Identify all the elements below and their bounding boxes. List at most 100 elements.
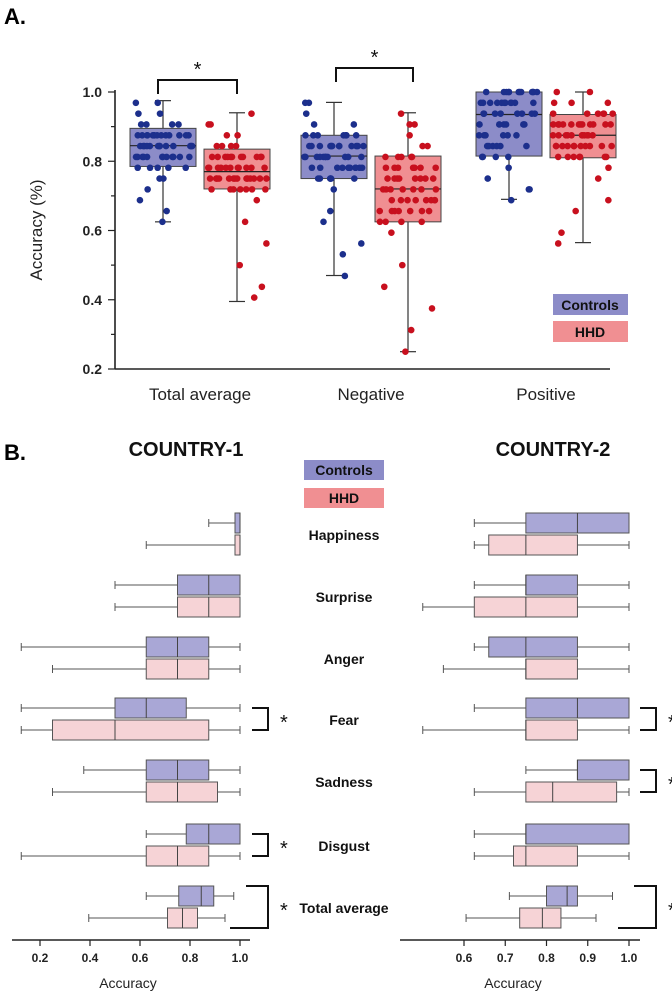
country-1-hhd-fear-box [52, 719, 210, 741]
hhd-total-average-point [236, 186, 244, 193]
hhd-negative-point [397, 196, 405, 204]
hhd-negative-point [432, 186, 440, 193]
panel-a-category-label: Negative [337, 385, 404, 404]
country-1-significance-star: * [280, 900, 288, 922]
hhd-negative-point [382, 164, 390, 172]
controls-negative-point [302, 131, 309, 139]
hhd-positive-point [572, 207, 579, 215]
hhd-total-average-point [234, 131, 241, 139]
hhd-positive-point [549, 121, 557, 128]
hhd-negative-point [411, 164, 418, 172]
hhd-total-average-point [208, 186, 215, 193]
panel-b-legend-controls-swatch [304, 460, 384, 480]
legend-hhd-swatch [553, 321, 628, 342]
hhd-negative-point [397, 110, 405, 117]
hhd-total-average-point [244, 175, 251, 182]
country-1-title: COUNTRY-1 [129, 439, 244, 461]
hhd-positive-point [568, 121, 575, 128]
hhd-positive-point [570, 153, 577, 161]
hhd-total-average-point [241, 218, 249, 226]
hhd-negative-point [424, 142, 431, 150]
controls-positive-point [504, 131, 511, 139]
controls-total-average-point [176, 153, 184, 161]
hhd-negative-point [425, 207, 433, 215]
country-1-controls-fear-box [114, 697, 187, 719]
hhd-negative-point [402, 348, 409, 355]
country-2-title: COUNTRY-2 [496, 439, 611, 461]
controls-total-average-point [186, 153, 193, 161]
country-2-hhd-happiness-box [488, 534, 578, 556]
hhd-total-average-point [257, 153, 264, 161]
controls-negative-point [316, 164, 324, 172]
controls-positive-point [497, 110, 504, 117]
controls-total-average-point [143, 131, 151, 139]
controls-total-average-point [144, 186, 151, 193]
country-2-significance-bracket [640, 769, 657, 793]
country-1-significance-bracket [230, 885, 269, 929]
controls-total-average-point [170, 142, 177, 150]
hhd-positive-point [576, 153, 583, 161]
country-2-hhd-disgust-box [513, 845, 578, 867]
country-2-xlabel: Accuracy [484, 975, 542, 991]
legend-hhd-label: HHD [575, 324, 605, 340]
controls-total-average-point [143, 121, 150, 128]
country-2-controls-total-average-box [546, 885, 578, 907]
hhd-total-average-point [243, 164, 250, 172]
controls-total-average-point [159, 218, 166, 226]
controls-total-average-point [146, 164, 154, 172]
controls-total-average-point [163, 207, 170, 215]
controls-positive-point [479, 153, 487, 161]
controls-negative-point [308, 142, 315, 150]
hhd-total-average-point [217, 164, 225, 172]
controls-negative-point [354, 142, 362, 150]
hhd-positive-point [554, 121, 562, 128]
controls-positive-point [533, 88, 541, 96]
country-1-xtick-label: 1.0 [232, 951, 249, 965]
hhd-negative-point [411, 121, 418, 128]
hhd-negative-point [399, 186, 407, 193]
controls-positive-point [530, 99, 537, 107]
country-1-significance-star: * [280, 838, 288, 860]
controls-positive-point [492, 153, 500, 161]
hhd-positive-point [552, 142, 560, 150]
hhd-positive-point [549, 110, 557, 117]
emotion-label-anger: Anger [324, 651, 365, 667]
hhd-total-average-point [228, 153, 236, 161]
controls-negative-point [301, 99, 309, 107]
hhd-negative-point [382, 186, 390, 193]
controls-positive-point [523, 142, 530, 150]
controls-positive-point [484, 175, 492, 182]
controls-positive-point [500, 88, 508, 96]
controls-negative-point [302, 110, 310, 117]
controls-positive-point [500, 99, 508, 107]
hhd-negative-point [419, 142, 426, 150]
controls-positive-point [528, 88, 536, 96]
hhd-total-average-point [227, 186, 234, 193]
controls-total-average-point [176, 131, 183, 139]
hhd-total-average-point [225, 175, 233, 182]
country-1-controls-total-average-box [178, 885, 215, 907]
country-1-controls-happiness-box [234, 512, 241, 534]
hhd-positive-point [564, 142, 571, 150]
emotion-label-total-average: Total average [299, 900, 388, 916]
hhd-positive-point [549, 131, 557, 139]
controls-total-average-point [168, 121, 176, 128]
hhd-positive-point [589, 131, 596, 139]
controls-negative-point [316, 153, 324, 161]
controls-total-average-point [160, 175, 167, 182]
hhd-total-average-point [248, 164, 255, 172]
hhd-positive-point [605, 164, 612, 172]
hhd-negative-point [404, 196, 411, 204]
country-2-controls-disgust-box [525, 823, 630, 845]
controls-positive-point [485, 142, 493, 150]
country-2-xtick-label: 0.9 [579, 951, 596, 965]
controls-positive-point [514, 110, 521, 117]
hhd-negative-point [412, 196, 419, 204]
controls-negative-point [301, 153, 308, 161]
controls-negative-point [352, 164, 359, 172]
hhd-positive-point [582, 142, 589, 150]
controls-total-average-point [140, 153, 147, 161]
emotion-label-sadness: Sadness [315, 774, 373, 790]
hhd-positive-point [604, 99, 612, 107]
country-1-significance-bracket [252, 707, 269, 731]
